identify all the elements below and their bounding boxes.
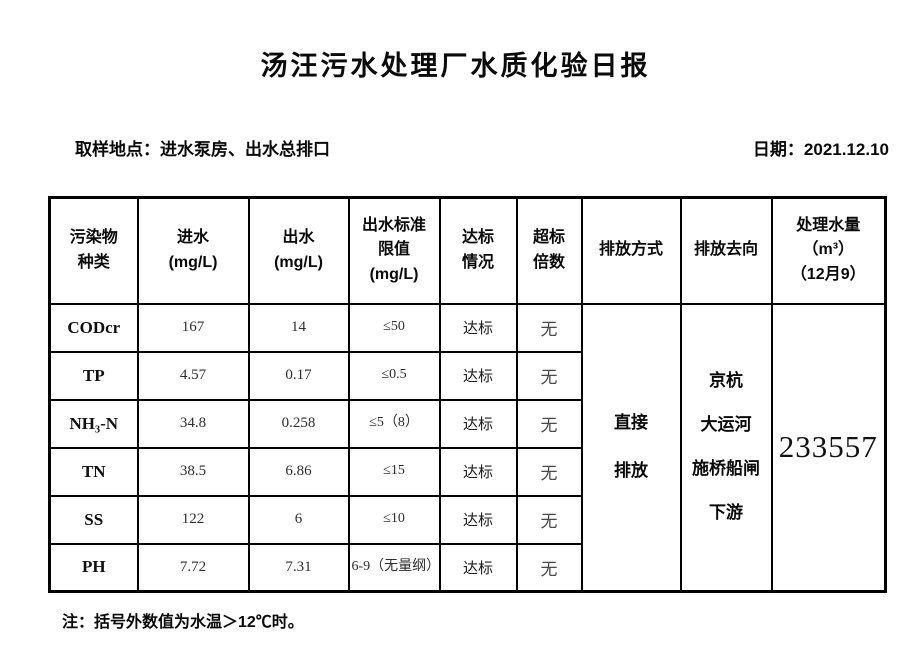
status-value: 达标: [438, 302, 518, 353]
col-header-method: 排放方式: [580, 196, 682, 305]
limit-value: ≤50: [347, 302, 441, 353]
col-header-volume: 处理水量 （m³） （12月9）: [770, 196, 887, 305]
limit-value: ≤0.5: [347, 350, 441, 401]
pollutant-name: PH: [48, 542, 139, 593]
outflow-value: 7.31: [247, 542, 350, 593]
col-header-inflow: 进水 (mg/L): [136, 196, 250, 305]
inflow-value: 38.5: [136, 446, 250, 497]
inflow-value: 7.72: [136, 542, 250, 593]
exceed-value: 无: [515, 302, 583, 353]
col-header-outflow: 出水 (mg/L): [247, 196, 350, 305]
pollutant-name: CODcr: [48, 302, 139, 353]
report-date-label: 日期：2021.12.10: [752, 140, 889, 159]
pollutant-name: SS: [48, 494, 139, 545]
limit-value: ≤15: [347, 446, 441, 497]
col-header-status: 达标 情况: [438, 196, 518, 305]
status-value: 达标: [438, 542, 518, 593]
outflow-value: 6: [247, 494, 350, 545]
discharge-method-cell: 直接 排放: [580, 302, 682, 593]
table-row-tp: TP 4.57 0.17 ≤0.5 达标 无: [48, 350, 886, 401]
status-value: 达标: [438, 446, 518, 497]
water-volume-cell: 233557: [770, 302, 887, 593]
col-header-limit: 出水标准 限值 (mg/L): [347, 196, 441, 305]
status-value: 达标: [438, 398, 518, 449]
status-value: 达标: [438, 494, 518, 545]
header-row: 污染物 种类 进水 (mg/L) 出水 (mg/L) 出水标准 限值 (mg/L…: [48, 196, 887, 305]
col-header-destination: 排放去向: [679, 196, 773, 305]
table-row-codcr: CODcr 167 14 ≤50 达标 无 直接 排放 京杭 大运河 施桥船闸 …: [48, 302, 887, 593]
water-quality-table: 污染物 种类 进水 (mg/L) 出水 (mg/L) 出水标准 限值 (mg/L…: [48, 196, 887, 593]
footnote: 注：括号外数值为水温＞12℃时。: [62, 614, 304, 631]
outflow-value: 0.17: [247, 350, 350, 401]
inflow-value: 4.57: [136, 350, 250, 401]
exceed-value: 无: [515, 446, 583, 497]
outflow-value: 6.86: [247, 446, 350, 497]
table-row-ss: SS 122 6 ≤10 达标 无: [48, 494, 886, 545]
limit-value: ≤10: [347, 494, 441, 545]
table-row-nh3n: NH₃-N 34.8 0.258 ≤5（8） 达标 无: [48, 398, 886, 449]
inflow-value: 34.8: [136, 398, 250, 449]
inflow-value: 167: [136, 302, 250, 353]
limit-value: 6-9（无量纲）: [347, 542, 441, 593]
exceed-value: 无: [515, 398, 583, 449]
exceed-value: 无: [515, 542, 583, 593]
sample-location-label: 取样地点：进水泵房、出水总排口: [75, 140, 330, 159]
table-row-tn: TN 38.5 6.86 ≤15 达标 无: [48, 446, 886, 497]
meta-row: 取样地点：进水泵房、出水总排口 日期：2021.12.10: [75, 135, 889, 160]
discharge-destination-cell: 京杭 大运河 施桥船闸 下游: [679, 302, 773, 593]
status-value: 达标: [438, 350, 518, 401]
outflow-value: 14: [247, 302, 350, 353]
col-header-exceed: 超标 倍数: [515, 196, 583, 305]
table-row-ph: PH 7.72 7.31 6-9（无量纲） 达标 无: [48, 542, 886, 593]
exceed-value: 无: [515, 494, 583, 545]
outflow-value: 0.258: [247, 398, 350, 449]
col-header-pollutant: 污染物 种类: [48, 196, 139, 305]
page-title: 汤汪污水处理厂水质化验日报: [260, 51, 651, 81]
pollutant-name: TP: [48, 350, 139, 401]
limit-value: ≤5（8）: [347, 398, 441, 449]
exceed-value: 无: [515, 350, 583, 401]
pollutant-name: NH₃-N: [48, 398, 139, 449]
inflow-value: 122: [136, 494, 250, 545]
pollutant-name: TN: [48, 446, 139, 497]
